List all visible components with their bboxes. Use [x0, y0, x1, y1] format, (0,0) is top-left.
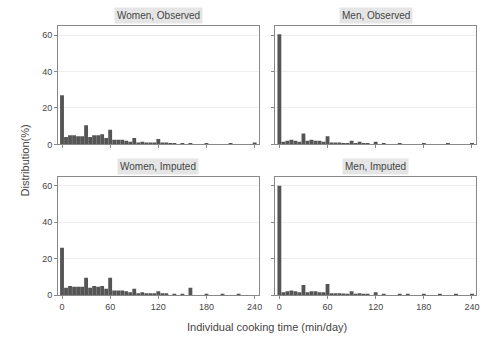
svg-text:120: 120: [368, 302, 383, 312]
svg-text:180: 180: [199, 302, 214, 312]
svg-text:Women, Observed: Women, Observed: [117, 10, 200, 21]
svg-text:240: 240: [247, 302, 262, 312]
svg-text:240: 240: [464, 302, 479, 312]
svg-text:120: 120: [151, 302, 166, 312]
svg-text:0: 0: [47, 140, 52, 150]
svg-text:Men, Imputed: Men, Imputed: [345, 161, 406, 172]
svg-text:20: 20: [42, 103, 52, 113]
svg-text:60: 60: [42, 181, 52, 191]
svg-text:180: 180: [416, 302, 431, 312]
svg-text:0: 0: [277, 302, 282, 312]
svg-text:60: 60: [105, 302, 115, 312]
svg-text:Distribution(%): Distribution(%): [19, 124, 31, 196]
svg-text:0: 0: [60, 302, 65, 312]
svg-text:Women, Imputed: Women, Imputed: [120, 161, 196, 172]
svg-text:Men, Observed: Men, Observed: [342, 10, 410, 21]
svg-text:Individual cooking time (min/d: Individual cooking time (min/day): [187, 321, 347, 333]
svg-text:60: 60: [323, 302, 333, 312]
svg-text:40: 40: [42, 217, 52, 227]
svg-text:20: 20: [42, 254, 52, 264]
svg-text:0: 0: [47, 290, 52, 300]
svg-text:40: 40: [42, 67, 52, 77]
svg-text:60: 60: [42, 30, 52, 40]
